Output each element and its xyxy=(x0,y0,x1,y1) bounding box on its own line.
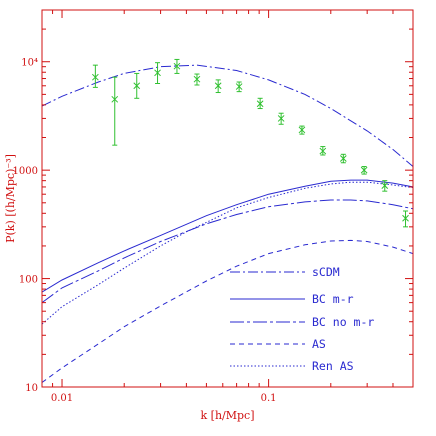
x-tick-label: 0.1 xyxy=(261,393,277,404)
data-point xyxy=(214,79,222,94)
point-marker xyxy=(402,214,409,222)
legend-label: BC m-r xyxy=(312,292,354,306)
data-point xyxy=(402,210,409,228)
point-marker xyxy=(298,126,306,134)
point-marker xyxy=(235,83,243,90)
point-marker xyxy=(154,69,161,77)
data-point xyxy=(193,73,201,86)
data-point xyxy=(154,62,161,84)
data-point xyxy=(173,58,181,74)
y-tick-label: 1000 xyxy=(13,166,38,177)
data-point xyxy=(360,166,368,175)
x-axis-label: k [h/Mpc] xyxy=(200,409,254,422)
series-line-bc-m-r xyxy=(42,179,413,293)
y-tick-label: 10⁴ xyxy=(21,58,38,69)
point-marker xyxy=(360,166,368,174)
data-point xyxy=(256,97,264,110)
point-marker xyxy=(111,95,119,103)
data-point xyxy=(381,180,389,192)
series-line-scdm xyxy=(42,64,413,167)
legend-label: BC no m-r xyxy=(312,315,374,329)
data-point xyxy=(111,76,119,146)
point-marker xyxy=(92,73,99,81)
data-point xyxy=(92,64,99,88)
point-marker xyxy=(133,82,141,90)
y-axis-label: P(k) [(h/Mpc)⁻³] xyxy=(4,154,17,243)
series-line-as xyxy=(42,239,413,383)
series-line-bc-no-m-r xyxy=(42,199,413,304)
series-line-ren-as xyxy=(42,181,413,325)
point-marker xyxy=(214,82,222,90)
legend-label: Ren AS xyxy=(312,359,354,373)
point-marker xyxy=(381,182,389,189)
data-point xyxy=(319,146,327,156)
legend-label: sCDM xyxy=(312,265,340,279)
plot-frame xyxy=(41,9,414,388)
point-marker xyxy=(319,147,327,155)
y-tick-label: 100 xyxy=(19,275,38,286)
y-tick-label: 10 xyxy=(25,383,38,394)
point-marker xyxy=(256,100,264,108)
point-marker xyxy=(339,155,347,162)
data-point xyxy=(298,125,306,135)
data-point xyxy=(277,112,285,125)
point-marker xyxy=(193,75,201,83)
data-point xyxy=(339,153,347,164)
x-tick-label: 0.01 xyxy=(51,393,73,404)
point-marker xyxy=(173,62,181,70)
legend-label: AS xyxy=(312,337,326,351)
data-point xyxy=(235,81,243,93)
data-point xyxy=(133,72,141,99)
point-marker xyxy=(277,115,285,122)
